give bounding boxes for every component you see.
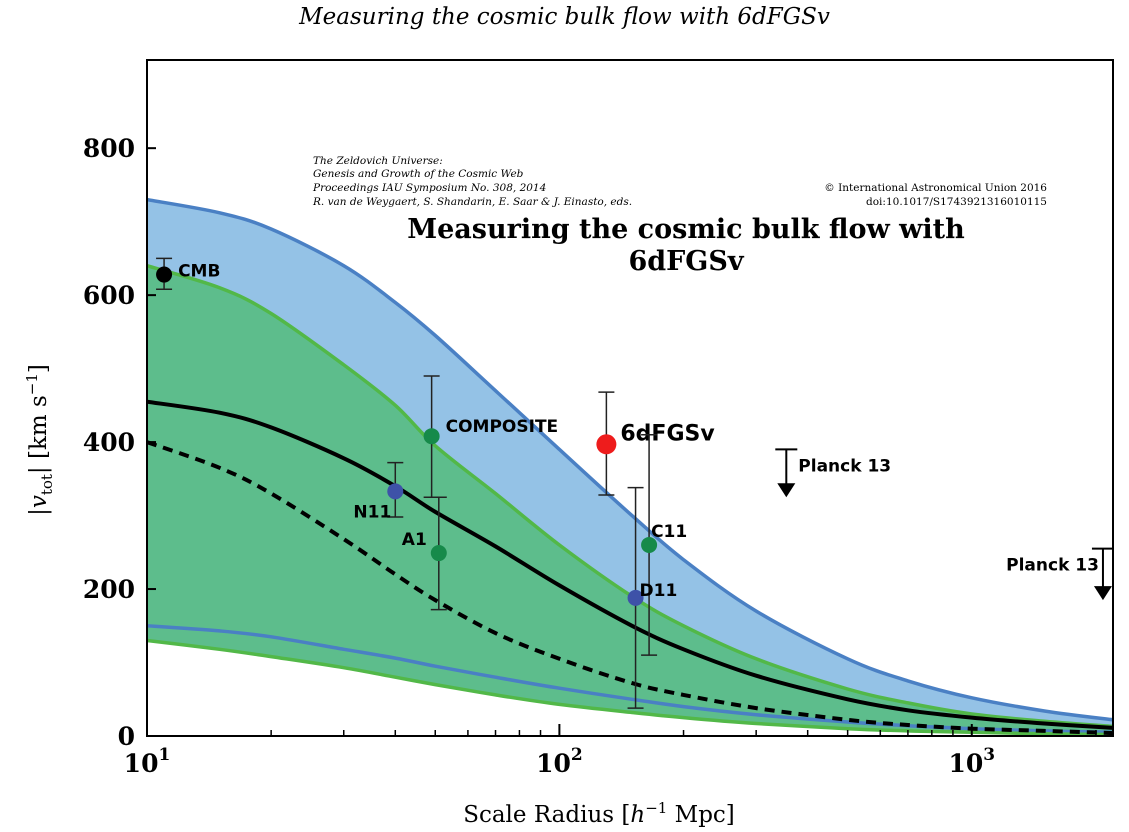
doi: doi:10.1017/S1743921316010115: [866, 196, 1047, 208]
green-band-lower-edge: [147, 638, 1113, 736]
point-label: C11: [651, 522, 687, 542]
marker: [423, 428, 440, 445]
y-axis-title: |vtot| [km s−1]: [23, 364, 56, 516]
x-tick-label-10: 101: [124, 745, 171, 778]
limit-arrowhead: [777, 483, 796, 498]
marker: [641, 536, 658, 553]
data-point-composite: COMPOSITE: [423, 375, 559, 498]
y-tick-label-600: 600: [83, 281, 135, 310]
solid-curve: [147, 399, 1113, 730]
green-band-upper-edge: [147, 264, 1113, 729]
data-points-layer: CMB COMPOSITE 6dFGSv N11 A1 C11 D11: [156, 257, 715, 709]
point-label: CMB: [178, 262, 220, 282]
y-tick-label-200: 200: [83, 575, 135, 604]
x-axis-title: Scale Radius [h−1 Mpc]: [463, 799, 735, 828]
limit-arrowhead: [1093, 586, 1112, 601]
upper-limits-layer: Planck 13 Planck 13: [775, 448, 1114, 601]
data-point-6dfgsv: 6dFGSv: [596, 391, 715, 496]
point-label: A1: [402, 530, 427, 550]
curves-layer: [147, 399, 1113, 736]
paper-header: The Zeldovich Universe: Genesis and Grow…: [312, 155, 1047, 277]
plot-frame: [146, 59, 1114, 737]
y-tick-label-0: 0: [118, 722, 135, 751]
header-line-1: The Zeldovich Universe:: [313, 155, 443, 167]
paper-title-line-1: Measuring the cosmic bulk flow with: [407, 214, 965, 245]
header-line-4: R. van de Weygaert, S. Shandarin, E. Saa…: [312, 196, 632, 208]
y-tick-label-800: 800: [83, 134, 135, 163]
y-tick-label-400: 400: [83, 428, 135, 457]
data-point-c11: C11: [641, 433, 687, 656]
plot-border: [146, 59, 1114, 737]
paper-title-line-2: 6dFGSv: [628, 246, 744, 277]
x-tick-label-100: 102: [536, 745, 583, 778]
marker: [387, 483, 404, 500]
marker: [430, 545, 447, 562]
header-line-2: Genesis and Growth of the Cosmic Web: [313, 168, 524, 180]
data-point-n11: N11: [353, 461, 404, 522]
marker: [156, 266, 173, 283]
point-label: N11: [353, 502, 391, 522]
header-line-3: Proceedings IAU Symposium No. 308, 2014: [312, 182, 546, 194]
point-label: D11: [640, 581, 678, 601]
limit-label: Planck 13: [798, 456, 891, 476]
marker: [627, 589, 644, 606]
point-label: COMPOSITE: [446, 417, 559, 437]
data-point-cmb: CMB: [156, 257, 220, 291]
dashed-curve: [147, 440, 1113, 736]
upper-limit-2: Planck 13: [1006, 547, 1114, 601]
point-label: 6dFGSv: [620, 421, 715, 446]
limit-label: Planck 13: [1006, 556, 1099, 576]
blue-band-upper-edge: [147, 197, 1113, 722]
ticks-layer: 0 200 400 600 800 101 102 103: [83, 134, 1097, 778]
x-tick-label-1000: 103: [948, 745, 995, 778]
bands-layer: [147, 197, 1113, 736]
green-band: [147, 265, 1113, 735]
marker: [596, 434, 617, 455]
upper-limit-1: Planck 13: [775, 448, 891, 498]
copyright-notice: © International Astronomical Union 2016: [824, 182, 1047, 194]
data-point-a1: A1: [402, 496, 447, 611]
data-point-d11: D11: [627, 486, 678, 709]
running-head: Measuring the cosmic bulk flow with 6dFG…: [299, 4, 830, 30]
